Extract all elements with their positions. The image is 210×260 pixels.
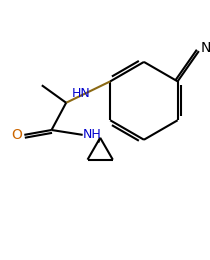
Text: N: N	[200, 41, 210, 55]
Text: O: O	[11, 128, 22, 142]
Text: HN: HN	[71, 87, 90, 100]
Text: NH: NH	[83, 128, 102, 141]
